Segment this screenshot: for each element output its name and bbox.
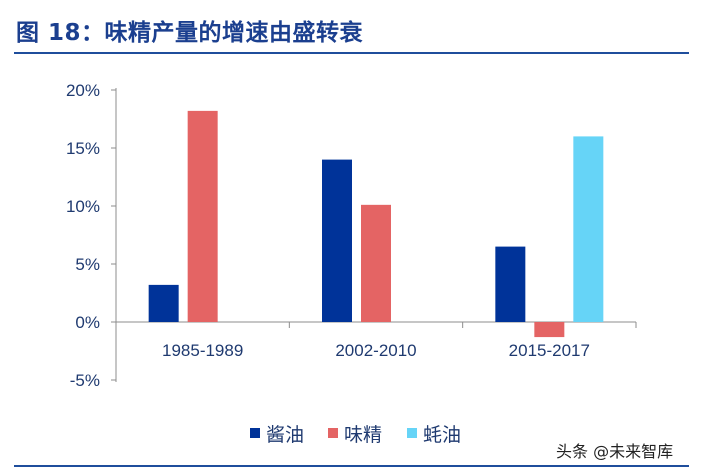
y-tick-label: 5% xyxy=(75,255,100,274)
bar-msg-0 xyxy=(187,110,218,322)
legend-swatch-oyster-sauce xyxy=(407,428,417,438)
y-tick-label: 10% xyxy=(66,197,100,216)
x-tick-label: 1985-1989 xyxy=(162,341,243,360)
legend-label-oyster-sauce: 蚝油 xyxy=(423,423,462,446)
y-tick-label: -5% xyxy=(70,371,100,390)
y-tick-label: 0% xyxy=(75,313,100,332)
x-tick-label: 2015-2017 xyxy=(509,341,590,360)
bottom-rule xyxy=(14,465,689,467)
bar-msg-1 xyxy=(361,204,391,322)
legend-swatch-soy-sauce xyxy=(250,428,260,438)
bar-oyster-sauce-2 xyxy=(573,136,604,322)
title-underline xyxy=(14,52,689,54)
legend-item-oyster-sauce: 蚝油 xyxy=(407,418,461,448)
legend-label-soy-sauce: 酱油 xyxy=(266,423,305,446)
bar-soy-sauce-2 xyxy=(495,246,526,322)
y-tick-label: 20% xyxy=(66,81,100,100)
bar-soy-sauce-0 xyxy=(148,284,179,322)
y-tick-label: 15% xyxy=(66,139,100,158)
bar-soy-sauce-1 xyxy=(322,159,352,322)
legend-label-msg: 味精 xyxy=(344,423,383,446)
legend-swatch-msg xyxy=(328,428,338,438)
x-tick-label: 2002-2010 xyxy=(335,341,416,360)
bar-msg-2 xyxy=(534,322,565,338)
page-title: 图 18：味精产量的增速由盛转衰 xyxy=(16,20,364,46)
legend-item-msg: 味精 xyxy=(328,418,382,448)
chart-legend: 酱油 味精 蚝油 xyxy=(0,418,702,448)
legend-item-soy-sauce: 酱油 xyxy=(250,418,304,448)
watermark: 头条 @未来智库 xyxy=(556,442,674,461)
